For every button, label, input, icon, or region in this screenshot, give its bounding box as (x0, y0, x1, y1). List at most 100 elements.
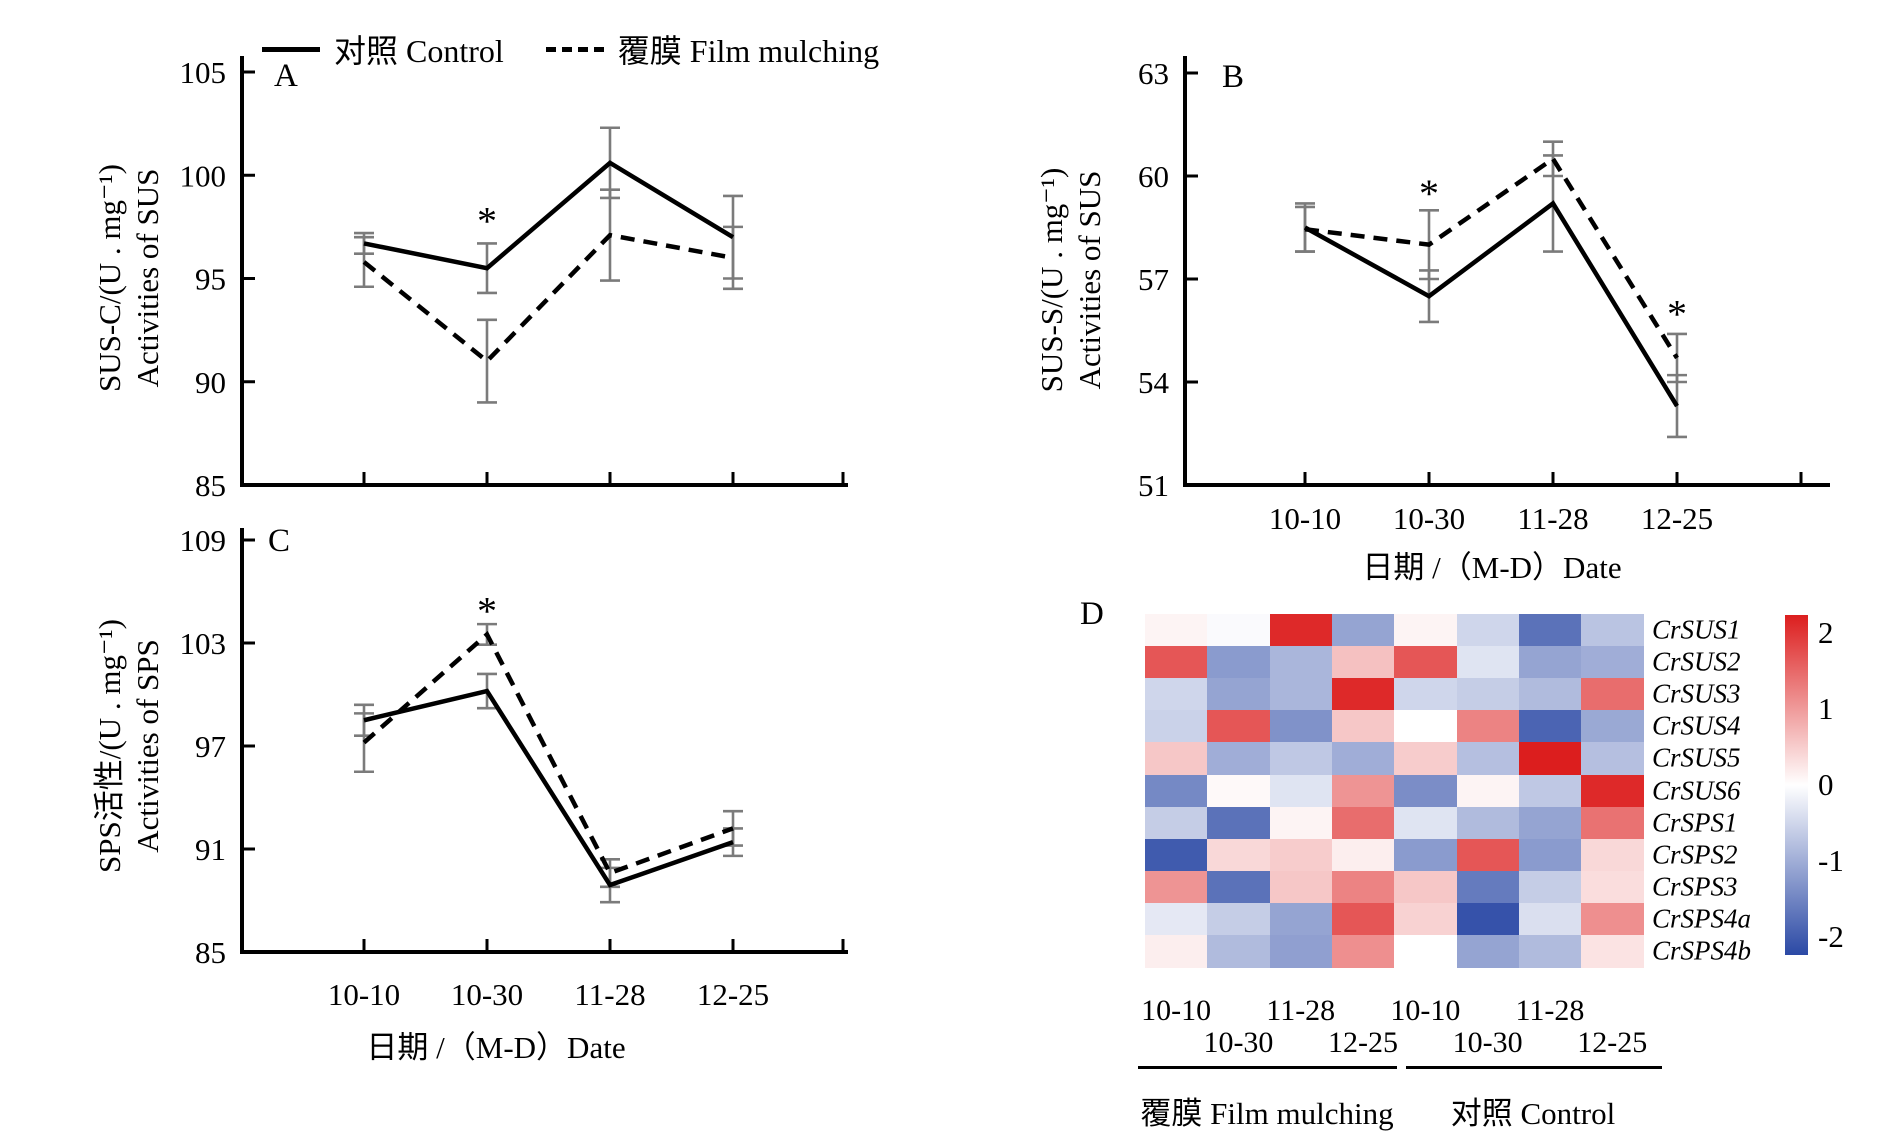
legend-label-control: 对照 Control (334, 33, 504, 69)
y-tick-label: 51 (1138, 468, 1169, 503)
colorbar (1785, 615, 1808, 955)
heatmap-cell (1145, 838, 1208, 872)
gene-row-label: CrSPS4a (1652, 903, 1752, 934)
heatmap-cell (1394, 678, 1457, 711)
heatmap-cell (1331, 710, 1395, 743)
x-tick-label: 12-25 (697, 977, 769, 1012)
y-tick-label: 85 (195, 468, 226, 503)
colorbar-tick-label: -1 (1818, 843, 1844, 878)
x-axis-title: 日期 /（M-D）Date (1362, 550, 1621, 585)
heatmap-cell (1456, 902, 1520, 936)
x-axis-title: 日期 /（M-D）Date (366, 1030, 625, 1065)
heatmap-cell (1269, 678, 1333, 711)
y-tick-label: 100 (180, 158, 227, 193)
heatmap-cell (1518, 710, 1582, 743)
heatmap-cell (1456, 742, 1520, 775)
y-tick-label: 85 (195, 935, 226, 970)
heatmap-date-label: 10-10 (1390, 994, 1461, 1027)
heatmap-cell (1581, 935, 1644, 968)
heatmap-cell (1394, 614, 1457, 647)
heatmap-cell (1207, 870, 1271, 904)
heatmap-cell (1394, 806, 1457, 840)
heatmap-cell (1145, 678, 1208, 711)
heatmap-cell (1456, 806, 1520, 840)
x-tick-label: 12-25 (1641, 501, 1713, 536)
series-film-mulching (1304, 155, 1679, 360)
heatmap-cell (1456, 935, 1520, 968)
heatmap-cell (1581, 838, 1644, 872)
gene-row-label: CrSUS1 (1652, 614, 1741, 645)
heatmap-cell (1456, 838, 1520, 872)
heatmap-cell (1518, 838, 1582, 872)
heatmap-cell (1581, 774, 1644, 808)
heatmap-cell (1207, 710, 1271, 743)
heatmap-cell (1331, 774, 1395, 808)
heatmap-cell (1207, 902, 1271, 936)
gene-row-label: CrSUS6 (1652, 775, 1741, 806)
heatmap-cell (1518, 678, 1582, 711)
significance-asterisk: * (477, 199, 497, 244)
y-tick-label: 105 (180, 55, 227, 90)
heatmap-cell (1331, 806, 1395, 840)
heatmap-cell (1269, 838, 1333, 872)
heatmap-cell (1207, 838, 1271, 872)
heatmap-cell (1518, 774, 1582, 808)
heatmap-cell (1269, 614, 1333, 647)
heatmap-cell (1581, 614, 1644, 647)
x-tick-label: 10-30 (1393, 501, 1465, 536)
heatmap-date-label: 10-10 (1141, 994, 1212, 1027)
series-film-mulching (362, 232, 734, 365)
heatmap-cell (1394, 870, 1457, 904)
heatmap-cell (1269, 806, 1333, 840)
heatmap-cell (1331, 614, 1395, 647)
heatmap-cell (1394, 710, 1457, 743)
heatmap-cell (1145, 870, 1208, 904)
legend: 对照 Control 覆膜 Film mulching (262, 26, 879, 72)
heatmap-cell (1269, 870, 1333, 904)
heatmap-cell (1145, 902, 1208, 936)
y-axis-title: Activities of SPS (130, 639, 165, 853)
heatmap-cell (1518, 935, 1582, 968)
y-tick-label: 95 (195, 262, 226, 297)
series-control (1303, 200, 1679, 408)
heatmap-cell (1456, 710, 1520, 743)
y-tick-label: 109 (180, 523, 227, 558)
heatmap-cell (1145, 710, 1208, 743)
heatmap-cell (1145, 614, 1208, 647)
heatmap-cell (1518, 806, 1582, 840)
gene-row-label: CrSUS4 (1652, 710, 1741, 741)
heatmap-cell (1269, 742, 1333, 775)
y-tick-label: 91 (195, 832, 226, 867)
colorbar-tick-label: -2 (1818, 919, 1844, 954)
heatmap-cell (1331, 935, 1395, 968)
heatmap-cell (1518, 902, 1582, 936)
y-axis-title: SUS-C/(U . mg⁻¹) (92, 164, 127, 392)
heatmap-cell (1456, 774, 1520, 808)
legend-solid-line-sample (262, 46, 320, 52)
heatmap-date-label: 12-25 (1328, 1026, 1399, 1059)
heatmap-cell (1331, 870, 1395, 904)
y-axis-title: Activities of SUS (130, 169, 165, 388)
heatmap-cell (1581, 710, 1644, 743)
panel-letter: D (1080, 596, 1104, 632)
series-film-mulching (362, 630, 734, 876)
heatmap-date-label: 10-30 (1203, 1026, 1274, 1059)
heatmap-cell (1207, 646, 1271, 679)
heatmap-cell (1331, 838, 1395, 872)
group-label: 对照 Control (1450, 1096, 1616, 1131)
heatmap-cell (1145, 646, 1208, 679)
heatmap-date-label: 10-30 (1452, 1026, 1523, 1059)
significance-asterisk: * (1419, 171, 1439, 216)
colorbar-tick-label: 2 (1818, 615, 1834, 650)
y-tick-label: 63 (1138, 56, 1169, 91)
heatmap-cell (1456, 678, 1520, 711)
heatmap-cell (1269, 935, 1333, 968)
heatmap-cell (1145, 742, 1208, 775)
panel-a-sus-c-chart: 105 100 95 90 85 A SUS-C/(U . mg⁻¹) Activities … (92, 55, 848, 503)
x-tick-label: 11-28 (1517, 501, 1588, 536)
heatmap-cell (1518, 742, 1582, 775)
y-tick-label: 90 (195, 365, 226, 400)
heatmap-cell (1394, 902, 1457, 936)
